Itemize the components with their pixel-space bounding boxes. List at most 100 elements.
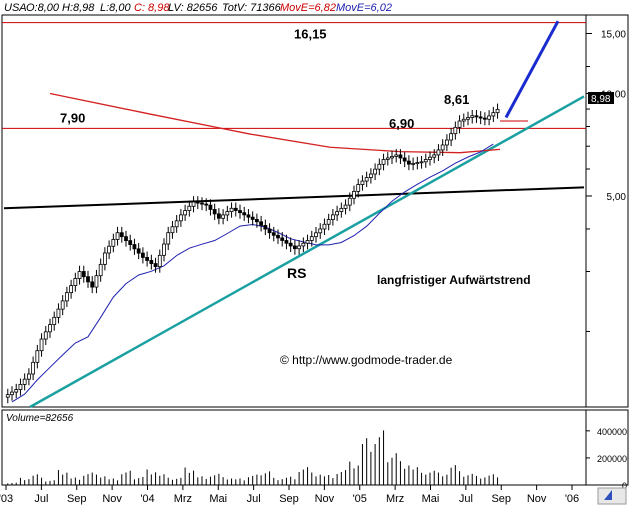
x-tick-label: Nov — [527, 493, 547, 505]
header-symbol: USA — [4, 2, 27, 14]
price-bar-body — [39, 338, 44, 352]
price-bar-body — [60, 300, 65, 310]
price-badge: 8,98 — [591, 94, 611, 105]
price-bar-body — [318, 228, 323, 234]
header-low: L:8,00 — [100, 2, 131, 14]
price-bar-body — [174, 220, 179, 228]
price-bar-body — [360, 180, 365, 185]
x-tick-label: Mai — [209, 493, 227, 505]
x-tick-label: Jul — [34, 493, 48, 505]
price-bar-body — [411, 162, 416, 165]
price-bar-body — [162, 243, 166, 256]
price-bar-body — [238, 210, 242, 214]
price-bar-body — [5, 394, 10, 398]
price-bar-body — [90, 281, 95, 288]
volume-tick-label: 200000 — [597, 454, 627, 464]
volume-bars — [7, 430, 499, 485]
price-bar-body — [246, 214, 251, 218]
price-bar-body — [276, 234, 280, 239]
price-bar-body — [309, 236, 314, 241]
price-bar-body — [301, 242, 306, 247]
price-bar-body — [292, 245, 297, 250]
price-bar-body — [297, 245, 302, 250]
price-bar-body — [457, 120, 462, 128]
price-bar-body — [229, 207, 234, 213]
neckline — [3, 186, 585, 210]
y-tick-label: 15,00 — [601, 30, 626, 41]
price-bar-body — [22, 378, 27, 385]
price-bar-body — [195, 201, 200, 204]
x-tick-label: Jul — [247, 493, 261, 505]
price-axis-panel — [585, 14, 629, 408]
price-bar-body — [221, 214, 226, 219]
price-bar-body — [478, 116, 483, 119]
price-bar-body — [115, 232, 120, 240]
price-bar-body — [440, 144, 445, 151]
price-badge-box — [588, 92, 614, 104]
x-tick-label: Mai — [422, 493, 440, 505]
long-term-trendline — [29, 95, 585, 409]
x-tick-label: Jul — [459, 493, 473, 505]
price-bar-body — [390, 156, 394, 159]
price-bar-body — [259, 221, 264, 226]
price-bar-body — [191, 201, 196, 207]
price-bar-body — [487, 115, 492, 120]
price-bar-body — [31, 361, 36, 375]
x-tick-label: Mrz — [386, 493, 404, 505]
price-bar-body — [56, 308, 61, 318]
price-bar-body — [330, 214, 335, 220]
price-bar-body — [368, 173, 373, 178]
price-bar-body — [204, 203, 209, 206]
price-bar-body — [136, 248, 141, 254]
annotation-rs: RS — [287, 265, 306, 281]
x-tick-label: Nov — [315, 493, 335, 505]
header-high: H:8,98 — [62, 2, 95, 14]
volume-label: Volume=82656 — [6, 413, 74, 424]
price-bar-body — [153, 263, 158, 268]
x-tick-label: Mrz — [174, 493, 192, 505]
price-bar-body — [474, 115, 479, 118]
price-bar-body — [26, 373, 31, 380]
header-total-volume: TotV: 71366 — [222, 2, 282, 14]
price-bar-body — [102, 252, 107, 265]
price-bar-body — [326, 219, 331, 225]
price-bar-body — [377, 163, 382, 170]
navigate-icon[interactable] — [604, 490, 612, 500]
header-info: USA O:8,00 H:8,98 L:8,00 C: 8,98 LV: 826… — [4, 2, 392, 14]
copyright-text: © http://www.godmode-trader.de — [280, 353, 453, 367]
x-tick-label: '06 — [565, 493, 579, 505]
price-bar-body — [14, 389, 19, 393]
price-bars — [5, 103, 500, 404]
price-bar-body — [94, 275, 99, 288]
price-panel — [1, 14, 587, 408]
price-bar-body — [461, 118, 466, 122]
price-bar-body — [200, 202, 204, 205]
price-bar-body — [73, 278, 78, 287]
price-bar-body — [140, 252, 145, 258]
price-bar-body — [86, 276, 90, 283]
price-bar-body — [166, 232, 171, 245]
x-tick-label: '04 — [140, 493, 154, 505]
price-bar-body — [183, 210, 188, 216]
price-bar-body — [263, 225, 268, 230]
price-bar-body — [428, 156, 432, 160]
annotation-trend: langfristiger Aufwärtstrend — [377, 273, 531, 287]
price-bar-body — [48, 324, 52, 333]
price-bar-body — [208, 204, 213, 210]
price-bar-body — [373, 168, 378, 175]
ma-red-line — [49, 92, 501, 154]
header-open: O:8,00 — [26, 2, 60, 14]
price-bar-body — [284, 240, 289, 244]
price-bar-body — [491, 112, 496, 117]
price-bar-body — [225, 211, 230, 216]
price-bar-body — [305, 240, 310, 244]
annotation-8-61: 8,61 — [444, 92, 469, 107]
projection-arrow — [504, 20, 560, 119]
price-bar-body — [339, 207, 344, 213]
price-bar-body — [314, 232, 318, 238]
price-bar-body — [132, 244, 137, 250]
header-last-volume: LV: 82656 — [168, 2, 218, 14]
price-bar-body — [419, 161, 424, 164]
price-bar-body — [107, 245, 112, 254]
